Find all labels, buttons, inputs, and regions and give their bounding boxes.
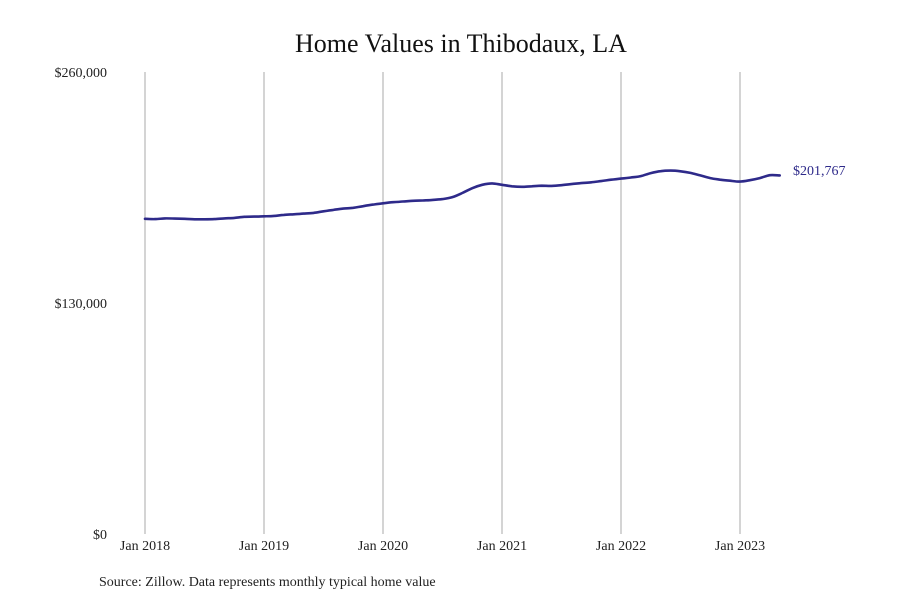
x-axis-tick-labels: Jan 2018 Jan 2019 Jan 2020 Jan 2021 Jan 2022…: [120, 539, 765, 554]
y-axis-tick-labels: $0 $130,000 $260,000: [55, 66, 108, 543]
x-tick-label: Jan 2022: [596, 539, 646, 554]
series-layer: $201,767: [143, 164, 846, 221]
x-tick-label: Jan 2020: [358, 539, 408, 554]
series-line: [143, 169, 781, 221]
end-value-label: $201,767: [793, 164, 846, 179]
source-note: Source: Zillow. Data represents monthly …: [99, 575, 436, 590]
vertical-gridlines: [144, 72, 741, 534]
x-tick-label: Jan 2023: [715, 539, 765, 554]
x-tick-label: Jan 2019: [239, 539, 289, 554]
y-tick-label: $0: [93, 528, 107, 543]
y-tick-label: $130,000: [55, 297, 108, 312]
x-tick-label: Jan 2021: [477, 539, 527, 554]
y-tick-label: $260,000: [55, 66, 108, 81]
x-tick-label: Jan 2018: [120, 539, 170, 554]
chart-title: Home Values in Thibodaux, LA: [295, 29, 627, 58]
